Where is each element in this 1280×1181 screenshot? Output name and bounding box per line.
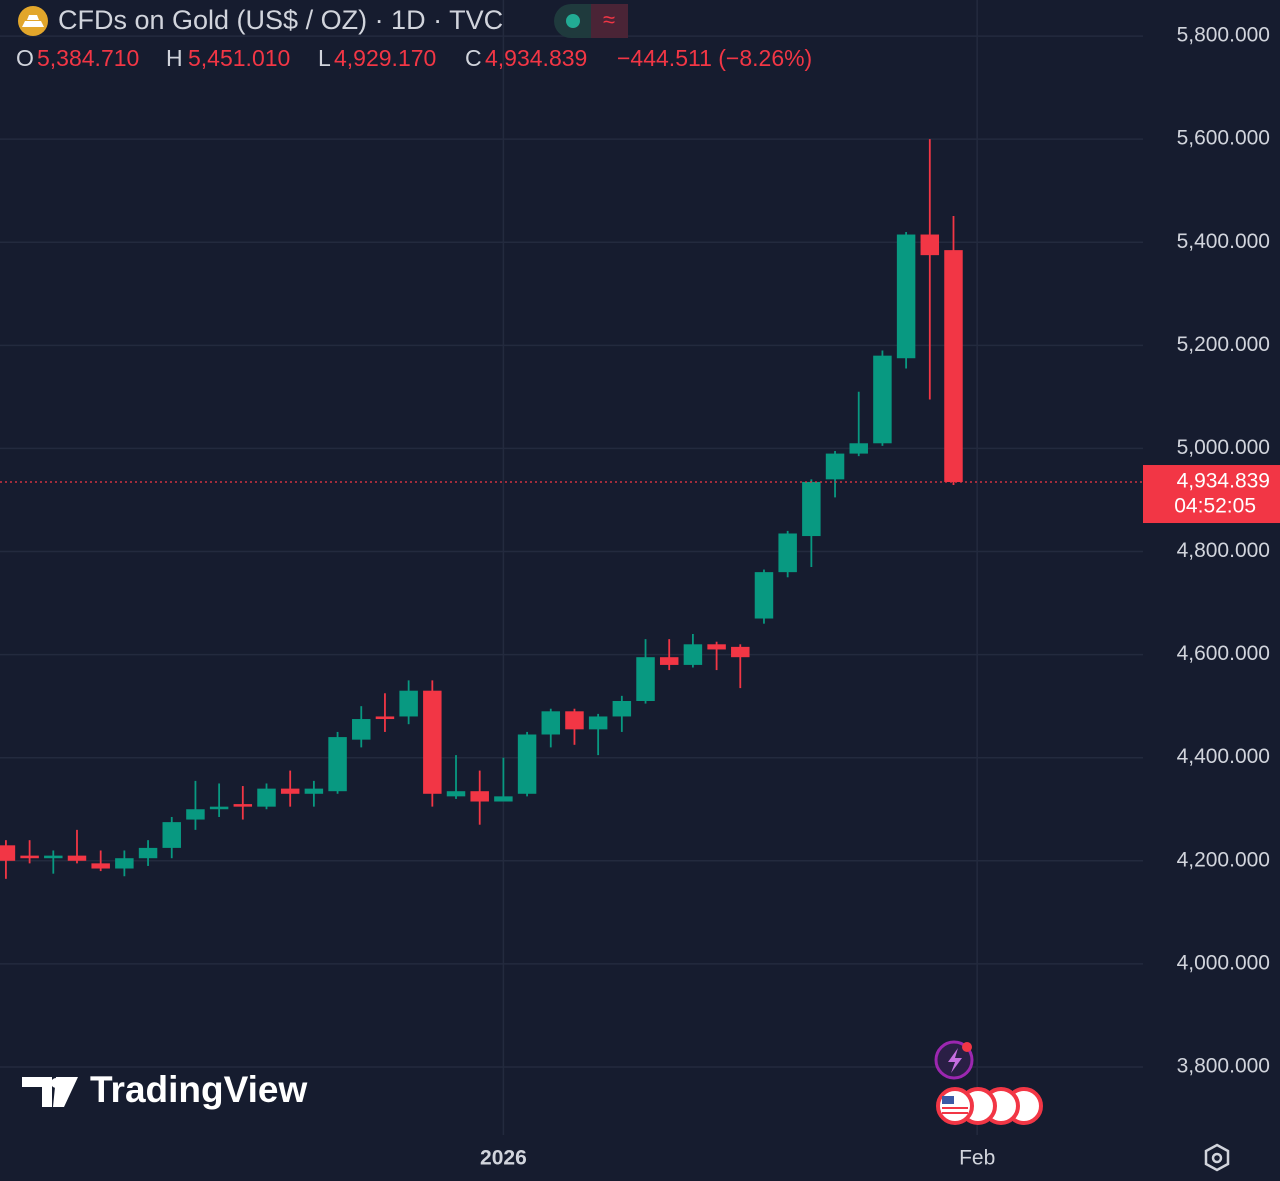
h-label: H: [166, 45, 183, 71]
candles: [0, 139, 963, 879]
candle-body: [352, 719, 371, 740]
x-tick-label: Feb: [959, 1147, 995, 1170]
candle-body: [494, 796, 513, 802]
candle-body: [659, 657, 679, 665]
candle-body: [517, 734, 537, 794]
flag-stripes: [942, 1107, 968, 1114]
candle-body: [778, 533, 797, 573]
candle-body: [802, 481, 821, 537]
us-events[interactable]: [936, 1087, 1043, 1125]
candle-body: [470, 791, 489, 802]
candle-body: [138, 847, 158, 859]
tv-logo-dot: [51, 1078, 61, 1088]
tv-logo: [22, 1077, 78, 1107]
watermark: TradingView: [90, 1069, 307, 1110]
y-tick-label: 5,400.000: [1177, 230, 1270, 253]
event-bolt: [948, 1048, 962, 1073]
candle-body: [399, 690, 418, 717]
candle-body: [304, 788, 324, 794]
status-pill-part: [591, 4, 628, 38]
y-tick-label: 4,800.000: [1177, 539, 1270, 562]
candle-body: [588, 716, 608, 730]
chart-title: CFDs on Gold (US$ / OZ) · 1D · TVC: [58, 5, 503, 35]
candle-body: [446, 791, 466, 797]
candle-body: [565, 711, 584, 730]
market-open-dot: [566, 14, 580, 28]
high-value: 5,451.010: [188, 45, 290, 71]
y-tick-label: 3,800.000: [1177, 1055, 1270, 1078]
candle-body: [541, 711, 561, 735]
candle-body: [0, 845, 16, 861]
price-label-box: [1143, 465, 1280, 524]
settings-icon-center: [1211, 1152, 1223, 1164]
y-tick-label: 4,200.000: [1177, 848, 1270, 871]
candle-body: [44, 855, 63, 859]
o-label: O: [16, 45, 34, 71]
y-tick-label: 5,600.000: [1177, 127, 1270, 150]
y-tick-label: 4,400.000: [1177, 745, 1270, 768]
ohlc-legend: O 5,384.710 H 5,451.010 L 4,929.170 C 4,…: [16, 45, 812, 71]
settings-icon[interactable]: [1204, 1143, 1230, 1172]
x-tick-label: 2026: [480, 1147, 527, 1170]
c-label: C: [465, 45, 482, 71]
gold-bars: [22, 15, 44, 27]
y-tick-label: 4,000.000: [1177, 951, 1270, 974]
candle-body: [920, 234, 940, 256]
candle-body: [67, 855, 87, 861]
candle-body: [849, 443, 868, 454]
candle-body: [257, 788, 276, 807]
candle-body: [209, 806, 229, 810]
candle-body: [280, 788, 300, 794]
candle-body: [423, 690, 442, 794]
candle-body: [233, 804, 253, 807]
candle-body: [162, 822, 181, 848]
delay-icon: ≈: [603, 7, 615, 32]
close-value: 4,934.839: [485, 45, 587, 71]
candle-body: [731, 646, 750, 658]
l-label: L: [318, 45, 331, 71]
y-tick-label: 4,600.000: [1177, 642, 1270, 665]
candle-body: [825, 453, 845, 480]
candle-body: [91, 863, 110, 869]
candle-body: [186, 809, 205, 820]
y-tick-label: 5,800.000: [1177, 24, 1270, 47]
candle-body: [375, 716, 395, 720]
candle-body: [707, 644, 726, 650]
candle-body: [612, 700, 632, 717]
candle-body: [754, 572, 774, 619]
candle-body: [636, 657, 655, 701]
candle-body: [873, 355, 892, 444]
candle-body: [115, 858, 134, 869]
flag-canton: [942, 1096, 954, 1104]
candle-body: [683, 644, 703, 665]
countdown: 04:52:05: [1174, 495, 1256, 518]
candle-body: [328, 737, 347, 792]
open-value: 5,384.710: [37, 45, 139, 71]
price-label: 4,934.839: [1177, 470, 1270, 493]
y-tick-label: 5,200.000: [1177, 333, 1270, 356]
candle-body: [944, 250, 963, 483]
candle-body: [20, 855, 39, 859]
low-value: 4,929.170: [334, 45, 436, 71]
event-dot: [962, 1042, 972, 1052]
candle-body: [896, 234, 916, 359]
flag-icon: [936, 1087, 974, 1125]
change-value: −444.511 (−8.26%): [617, 45, 812, 71]
y-tick-label: 5,000.000: [1177, 436, 1270, 459]
